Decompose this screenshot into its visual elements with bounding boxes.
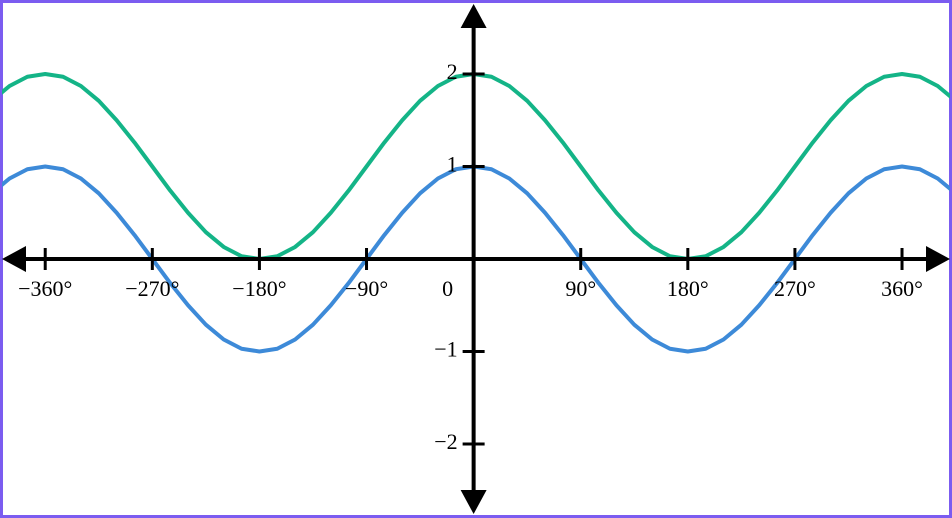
- arrow-head: [926, 246, 950, 272]
- x-tick-label: −180°: [232, 276, 286, 301]
- x-tick-label: 270°: [774, 276, 816, 301]
- arrow-head: [460, 4, 487, 28]
- x-tick-label: 180°: [667, 276, 709, 301]
- x-tick-label: 90°: [565, 276, 596, 301]
- x-tick-label: −270°: [125, 276, 179, 301]
- x-tick-label: 360°: [881, 276, 923, 301]
- y-tick-label: 2: [447, 59, 458, 84]
- y-tick-label: 1: [447, 152, 458, 177]
- x-tick-label: −360°: [18, 276, 72, 301]
- axes: −360° −270° −180° −90° 0 90° 180° 270° 360° −2 −1 1…: [2, 4, 950, 514]
- arrow-head: [460, 490, 487, 514]
- y-tick-label: −2: [434, 429, 457, 454]
- x-tick-label: −90°: [345, 276, 388, 301]
- y-tick-label: −1: [434, 337, 457, 362]
- arrow-head: [2, 246, 26, 272]
- x-tick-label: 0: [442, 276, 453, 301]
